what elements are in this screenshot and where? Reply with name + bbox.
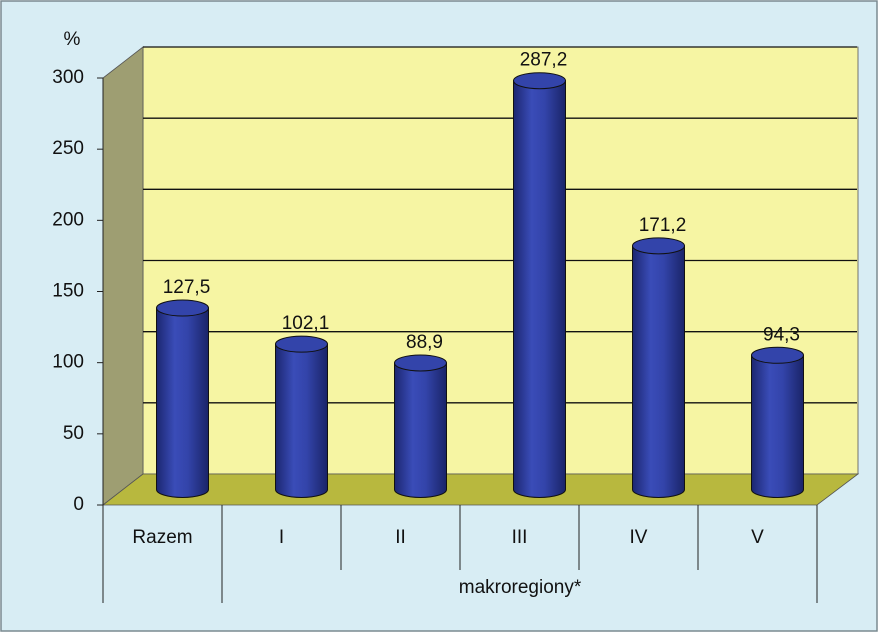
y-tick-label: 300: [52, 67, 84, 88]
value-label: 127,5: [163, 277, 211, 298]
y-tick-label: 200: [52, 209, 84, 230]
bar: [513, 72, 566, 498]
x-tick-label: Razem: [132, 527, 192, 548]
bar-top: [394, 354, 447, 372]
x-tick-label: I: [279, 527, 284, 548]
value-label: 171,2: [639, 215, 687, 236]
y-tick-label: 50: [63, 423, 84, 444]
value-label: 88,9: [406, 332, 443, 353]
bar: [275, 335, 328, 498]
x-tick-label: IV: [630, 527, 648, 548]
bar: [394, 354, 447, 498]
bar-body: [275, 343, 328, 498]
bar-body: [394, 362, 447, 498]
y-tick-label: 100: [52, 352, 84, 373]
value-label: 102,1: [282, 313, 330, 334]
y-axis-label: %: [64, 29, 81, 50]
bar-top: [632, 237, 685, 255]
floor: [101, 473, 860, 506]
y-tick-label: 150: [52, 281, 84, 302]
x-tick-label: II: [395, 527, 406, 548]
bar: [156, 299, 209, 498]
bar-body: [156, 307, 209, 498]
group-label: makroregiony*: [459, 577, 582, 598]
side-wall: [102, 46, 144, 506]
bar-body: [751, 354, 804, 498]
value-label: 287,2: [520, 50, 568, 71]
bar: [751, 346, 804, 498]
bar-body: [513, 80, 566, 498]
x-tick-label: V: [751, 527, 764, 548]
y-tick-label: 250: [52, 138, 84, 159]
bar-top: [513, 72, 566, 90]
bar-body: [632, 245, 685, 498]
value-label: 94,3: [763, 324, 800, 345]
x-tick-label: III: [512, 527, 528, 548]
bar-top: [751, 346, 804, 364]
y-tick-label: 0: [73, 494, 84, 515]
bar-top: [275, 335, 328, 353]
bar: [632, 237, 685, 498]
bar-top: [156, 299, 209, 317]
